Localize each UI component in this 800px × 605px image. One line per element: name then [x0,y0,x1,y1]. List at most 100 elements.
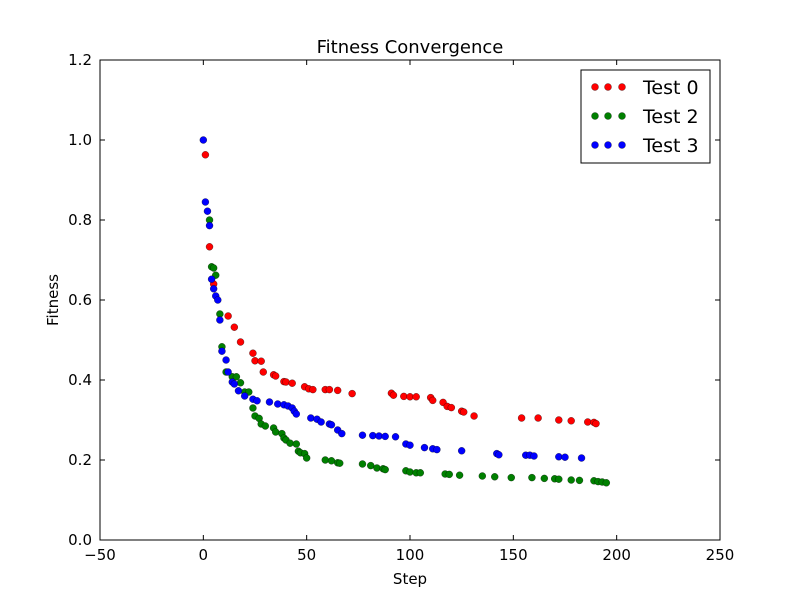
data-point-test-0-1 [205,243,214,251]
data-point-test-2-39 [420,443,429,452]
data-point-test-2-33 [369,431,377,440]
data-point-test-0-17 [309,385,317,394]
y-axis-label: Fitness [44,274,62,326]
data-point-test-1-50 [555,475,563,483]
data-point-test-1-9 [236,379,245,387]
data-point-test-1-31 [336,459,344,467]
data-point-test-1-47 [528,473,536,482]
data-point-test-1-45 [491,473,499,481]
data-point-test-2-36 [391,433,400,441]
legend: Test 0 Test 2 Test 3 [580,69,711,164]
data-point-test-2-50 [577,454,586,462]
data-point-test-2-19 [274,400,282,408]
data-point-test-0-8 [257,357,265,365]
data-point-test-2-7 [214,296,222,304]
data-point-test-2-11 [224,368,232,376]
data-point-test-1-46 [507,473,515,482]
data-point-test-2-0 [199,136,207,144]
data-point-test-0-5 [236,338,245,346]
data-point-test-1-22 [286,439,294,447]
data-point-test-2-3 [205,221,214,230]
data-point-test-1-34 [373,464,381,472]
data-point-test-2-25 [307,414,315,422]
data-point-test-2-31 [338,429,346,438]
data-point-test-1-29 [327,457,336,465]
legend-label: Test 0 [642,77,699,99]
data-point-test-1-43 [455,471,464,479]
data-point-test-2-27 [317,418,325,426]
data-point-test-1-38 [406,468,414,476]
data-point-test-2-17 [253,397,261,405]
data-point-test-1-56 [602,479,610,487]
data-point-test-1-12 [249,404,257,412]
data-point-test-1-2 [210,264,218,272]
legend-marker-2-0 [591,141,599,149]
y-tick-label: 0.2 [68,451,92,469]
data-point-test-2-4 [207,275,216,283]
data-point-test-2-29 [327,421,336,429]
data-point-test-0-3 [224,312,232,320]
data-point-test-1-8 [232,373,241,381]
legend-marker-1-1 [604,112,612,120]
data-point-test-2-2 [203,207,212,215]
data-point-test-1-51 [567,476,575,484]
data-point-test-2-32 [358,431,367,439]
legend-marker-0-2 [618,83,626,91]
axis-ticks-layer: −50 0 50 100 150 200 250 0.0 0.2 0.4 0.6 0.8 1.0 1.2 [68,51,734,564]
data-point-test-1-42 [445,470,453,479]
data-point-test-0-21 [348,389,356,398]
data-point-test-0-33 [460,408,468,416]
data-point-test-2-8 [216,316,224,324]
data-point-test-1-44 [478,472,486,480]
data-point-test-2-18 [265,398,274,406]
data-point-test-2-10 [222,356,230,364]
y-tick-label: 0.4 [68,371,92,389]
data-point-test-0-0 [201,151,210,159]
data-points-layer [199,136,610,487]
data-point-test-1-33 [367,461,375,470]
data-point-test-2-35 [381,432,389,441]
x-tick-label: 50 [297,546,316,564]
data-point-test-0-34 [470,412,478,420]
x-axis-label: Step [393,570,427,588]
data-point-test-0-25 [406,393,414,401]
data-point-test-0-13 [282,378,290,386]
legend-label: Test 2 [642,106,699,128]
data-point-test-2-42 [458,447,466,455]
data-point-test-0-11 [272,372,280,380]
data-point-test-0-37 [555,416,563,424]
data-point-test-0-6 [249,349,257,357]
data-point-test-1-16 [261,422,269,430]
data-point-test-0-28 [429,396,437,405]
data-point-test-0-20 [334,386,342,395]
data-point-test-0-14 [288,379,296,387]
data-point-test-0-39 [584,418,592,426]
data-point-test-1-36 [381,465,389,474]
data-point-test-2-5 [210,285,218,293]
y-tick-label: 0.6 [68,291,92,309]
data-point-test-0-41 [592,419,600,428]
data-point-test-1-32 [358,460,367,468]
data-point-test-2-9 [218,347,226,355]
data-point-test-2-13 [230,380,238,388]
data-point-test-0-19 [325,385,334,394]
data-point-test-2-44 [495,451,503,459]
data-point-test-0-7 [251,357,259,365]
x-tick-label: 250 [706,546,735,564]
y-tick-label: 0.0 [68,531,92,549]
legend-marker-2-2 [618,141,626,149]
data-point-test-2-15 [241,392,249,400]
data-point-test-1-48 [540,474,548,483]
data-point-test-2-1 [201,198,210,206]
y-tick-label: 0.8 [68,211,92,229]
legend-marker-2-1 [604,141,612,149]
data-point-test-1-18 [272,428,280,436]
data-point-test-2-47 [530,452,538,460]
legend-marker-0-1 [604,83,612,91]
data-point-test-0-26 [412,393,420,401]
data-point-test-0-36 [534,414,542,422]
chart-title: Fitness Convergence [317,37,504,58]
data-point-test-2-14 [234,387,243,395]
data-point-test-1-40 [416,469,424,477]
legend-marker-1-0 [591,112,599,120]
